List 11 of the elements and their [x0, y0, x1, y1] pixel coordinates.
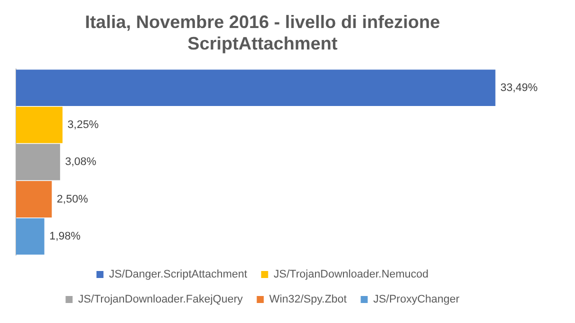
- data-label: 3,25%: [68, 118, 99, 131]
- legend-label: JS/Danger.ScriptAttachment: [108, 268, 248, 281]
- data-label: 1,98%: [49, 230, 81, 242]
- chart-title: Italia, Novembre 2016 - livello di infezione ScriptAttachment: [84, 12, 440, 54]
- legend-label: JS/ProxyChanger: [373, 294, 460, 306]
- legend-label: JS/TrojanDownloader.FakejQuery: [78, 294, 244, 306]
- data-label: 3,08%: [65, 156, 96, 168]
- data-label: 33,49%: [500, 82, 538, 94]
- data-label: 2,50%: [56, 193, 88, 206]
- legend-label: Win32/Spy.Zbot: [269, 294, 347, 306]
- legend-label: JS/TrojanDownloader.Nemucod: [274, 268, 429, 281]
